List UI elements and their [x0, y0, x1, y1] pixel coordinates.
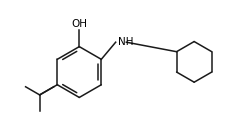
Text: OH: OH [71, 19, 87, 29]
Text: NH: NH [118, 37, 133, 47]
